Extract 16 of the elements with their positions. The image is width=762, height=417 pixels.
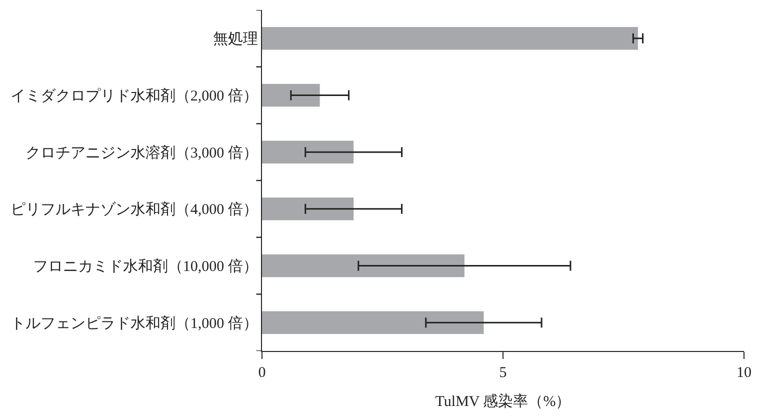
y-tick-label: トルフェンピラド水和剤（1,000 倍） — [10, 314, 258, 332]
bar — [262, 84, 320, 107]
bar — [262, 311, 484, 334]
x-tick-label: 10 — [736, 365, 752, 382]
y-tick-label: クロチアニジン水溶剤（3,000 倍） — [25, 144, 258, 162]
x-tick-label: 5 — [499, 365, 507, 382]
x-axis-title: TulMV 感染率（%） — [435, 393, 571, 410]
bar — [262, 254, 464, 278]
bar — [262, 27, 638, 50]
y-tick-label: フロニカミド水和剤（10,000 倍） — [32, 258, 258, 275]
y-tick-label: ピリフルキナゾン水和剤（4,000 倍） — [10, 201, 258, 218]
y-tick-label: 無処理 — [212, 30, 258, 48]
bar — [262, 198, 354, 220]
y-tick-label: イミダクロプリド水和剤（2,000 倍） — [10, 88, 258, 104]
x-tick-label: 0 — [258, 365, 266, 382]
bar — [262, 140, 354, 164]
